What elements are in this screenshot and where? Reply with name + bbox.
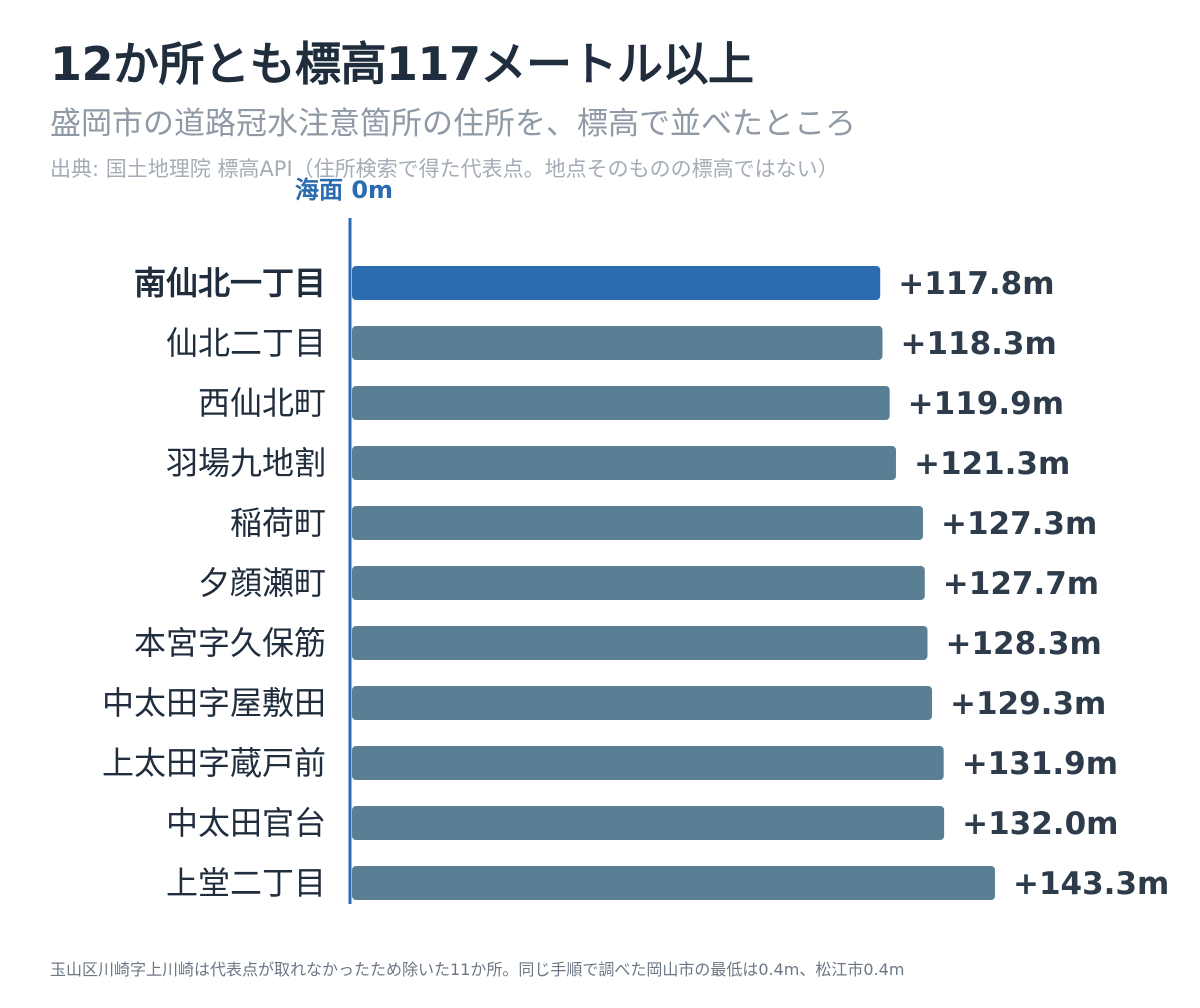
value-label: +129.3m [950, 686, 1106, 722]
value-label: +127.7m [943, 566, 1099, 602]
value-label: +117.8m [898, 266, 1054, 302]
bar [352, 446, 896, 480]
bar [352, 506, 923, 540]
value-label: +128.3m [945, 626, 1101, 662]
bar [352, 686, 932, 720]
bars-group: 南仙北一丁目 +117.8m 仙北二丁目 +118.3m 西仙北町 +119.9m 羽場九地… [102, 264, 1169, 902]
bar [352, 866, 995, 900]
chart-subtitle: 盛岡市の道路冠水注意箇所の住所を、標高で並べたところ [50, 106, 856, 142]
value-label: +118.3m [900, 326, 1056, 362]
value-label: +121.3m [914, 446, 1070, 482]
category-label: 西仙北町 [198, 384, 326, 422]
value-label: +127.3m [941, 506, 1097, 542]
value-label: +132.0m [962, 806, 1118, 842]
bar-highlight [352, 266, 881, 300]
bar [352, 806, 945, 840]
value-label: +143.3m [1013, 866, 1169, 902]
bar [352, 626, 928, 660]
bar [352, 746, 944, 780]
category-label: 稲荷町 [230, 504, 326, 542]
chart-source: 出典: 国土地理院 標高API（住所検索で得た代表点。地点そのものの標高ではない… [50, 157, 839, 181]
category-label: 南仙北一丁目 [134, 264, 326, 302]
category-label: 仙北二丁目 [166, 324, 326, 362]
chart-title: 12か所とも標高117メートル以上 [50, 37, 754, 91]
bar [352, 386, 890, 420]
chart-footnote: 玉山区川崎字上川崎は代表点が取れなかったため除いた11か所。同じ手順で調べた岡山… [50, 960, 905, 979]
baseline-label: 海面 0m [295, 176, 393, 204]
category-label: 羽場九地割 [166, 444, 326, 482]
category-label: 中太田字屋敷田 [102, 684, 326, 722]
category-label: 本宮字久保筋 [134, 624, 326, 662]
category-label: 夕顔瀬町 [198, 564, 326, 602]
category-label: 中太田官台 [166, 804, 326, 842]
value-label: +119.9m [908, 386, 1064, 422]
category-label: 上太田字蔵戸前 [102, 744, 326, 782]
bar [352, 566, 925, 600]
category-label: 上堂二丁目 [166, 864, 326, 902]
value-label: +131.9m [962, 746, 1118, 782]
bar [352, 326, 883, 360]
